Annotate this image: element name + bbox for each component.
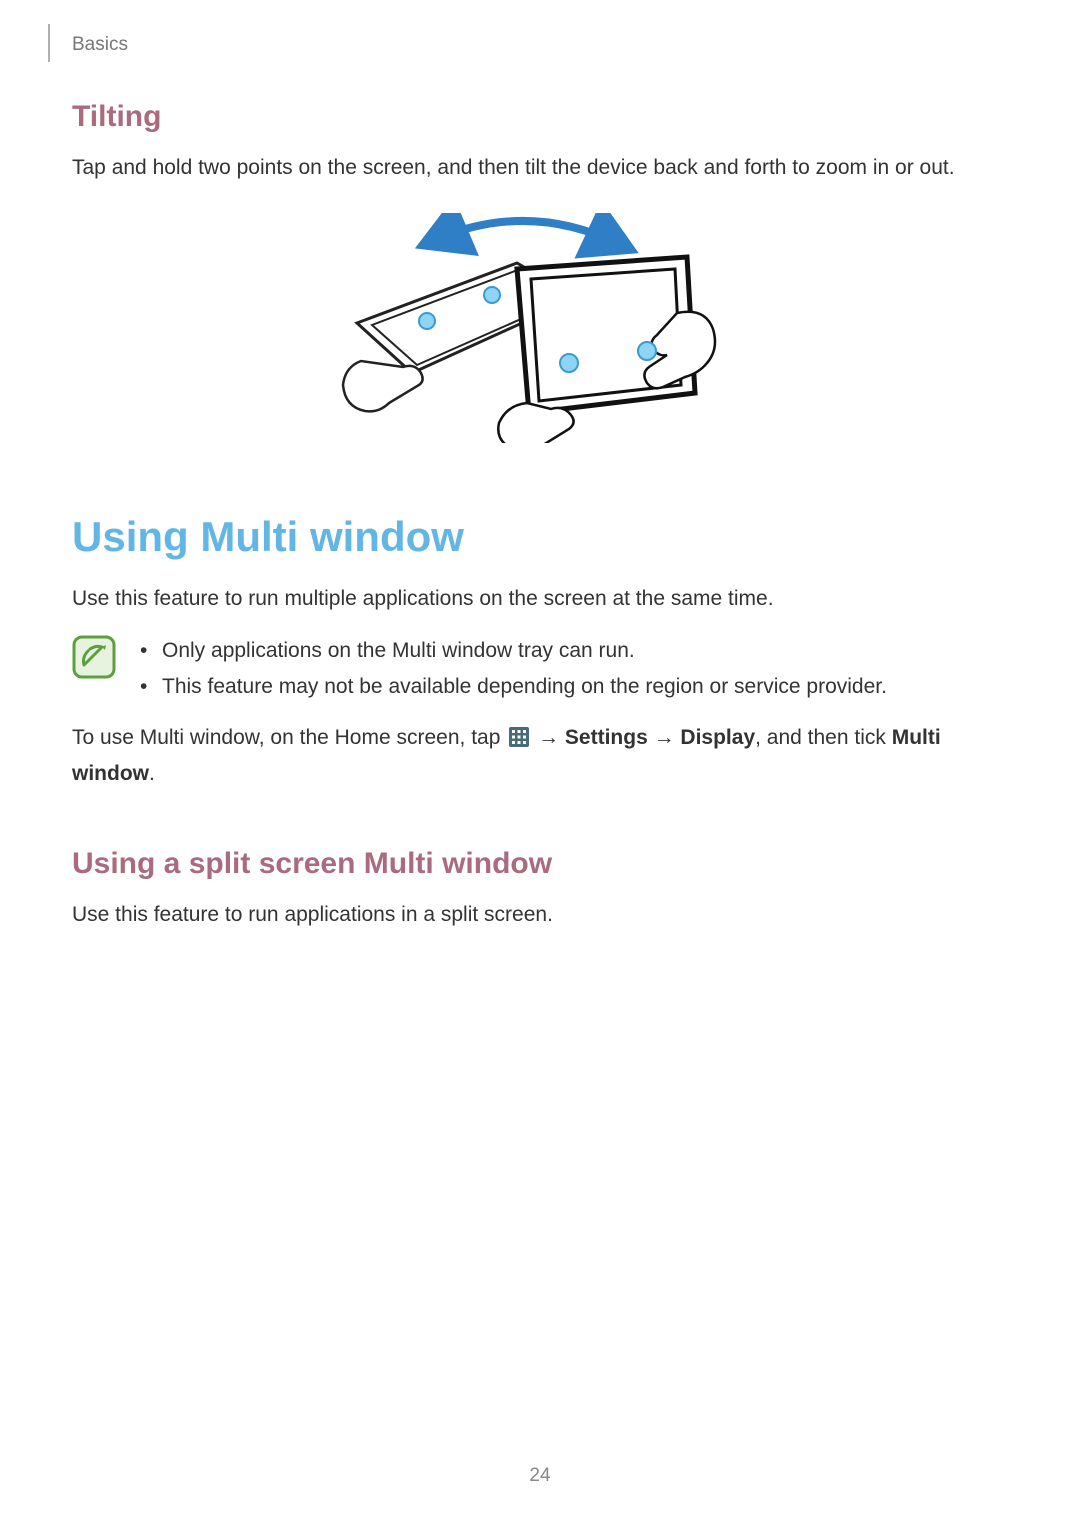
side-tick [48, 24, 50, 62]
tilting-description: Tap and hold two points on the screen, a… [72, 152, 992, 185]
heading-multi-window: Using Multi window [72, 513, 992, 561]
note-callout: Only applications on the Multi window tr… [72, 633, 992, 704]
instruction-settings: Settings [565, 726, 648, 749]
note-icon [72, 635, 116, 684]
breadcrumb: Basics [72, 34, 128, 56]
multi-window-description: Use this feature to run multiple applica… [72, 583, 992, 616]
note-list: Only applications on the Multi window tr… [134, 633, 887, 704]
apps-grid-icon [509, 725, 529, 758]
heading-split-screen: Using a split screen Multi window [72, 847, 992, 881]
instruction-display: Display [680, 726, 755, 749]
split-screen-description: Use this feature to run applications in … [72, 899, 992, 932]
note-item: Only applications on the Multi window tr… [134, 633, 887, 669]
tilting-illustration [72, 213, 992, 443]
page-number: 24 [0, 1465, 1080, 1487]
instruction-text: To use Multi window, on the Home screen,… [72, 726, 506, 749]
note-item: This feature may not be available depend… [134, 669, 887, 705]
instruction-arrow: → [648, 726, 681, 749]
multi-window-instruction: To use Multi window, on the Home screen,… [72, 722, 992, 790]
instruction-period: . [149, 762, 155, 785]
heading-tilting: Tilting [72, 100, 992, 134]
instruction-text: , and then tick [755, 726, 892, 749]
page-content: Tilting Tap and hold two points on the s… [72, 100, 992, 931]
instruction-arrow: → [532, 726, 565, 749]
tilt-device-illustration [317, 213, 747, 443]
